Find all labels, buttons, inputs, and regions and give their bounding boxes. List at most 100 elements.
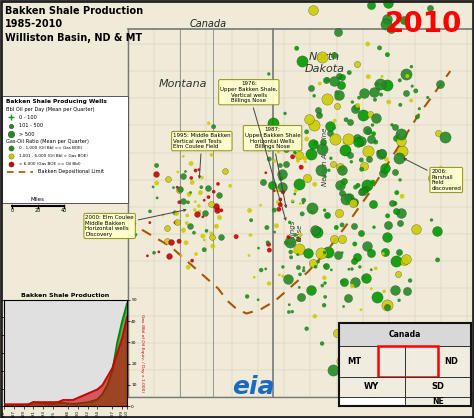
Point	[378, 73, 386, 80]
Point	[265, 71, 273, 77]
Point	[338, 236, 346, 243]
Point	[350, 223, 357, 229]
Point	[372, 115, 380, 122]
Point	[281, 110, 289, 117]
Point	[307, 287, 315, 294]
Point	[232, 233, 240, 240]
Bar	[405, 377, 471, 397]
Point	[393, 189, 401, 196]
Point	[331, 135, 339, 142]
Point	[295, 237, 302, 243]
Point	[279, 189, 287, 196]
Point	[414, 113, 421, 120]
Point	[175, 199, 183, 206]
Point	[295, 264, 302, 271]
Point	[408, 63, 415, 70]
Point	[217, 234, 225, 240]
Point	[391, 200, 399, 207]
Point	[293, 45, 301, 52]
Point	[407, 97, 415, 104]
Point	[356, 94, 363, 101]
Point	[227, 183, 234, 189]
Point	[180, 227, 187, 233]
Text: 20: 20	[35, 208, 41, 213]
Point	[268, 181, 276, 188]
Point	[394, 270, 402, 277]
Point	[173, 210, 181, 217]
Point	[388, 200, 396, 206]
Point	[214, 181, 222, 187]
Point	[309, 7, 317, 13]
Point	[153, 162, 160, 169]
Point	[205, 185, 212, 192]
Text: Canada: Canada	[190, 19, 227, 29]
Point	[335, 73, 343, 79]
Point	[351, 241, 358, 247]
Point	[186, 223, 193, 229]
Point	[367, 136, 374, 143]
Point	[427, 5, 434, 11]
Point	[436, 81, 444, 87]
Point	[345, 195, 353, 201]
Point	[369, 122, 376, 128]
Text: 1976:
Upper Bakken Shale,
Vertical wells
Billings Nose: 1976: Upper Bakken Shale, Vertical wells…	[220, 81, 286, 220]
Point	[299, 211, 306, 217]
Point	[340, 178, 347, 185]
Point	[325, 167, 333, 173]
Point	[371, 97, 379, 103]
Point	[428, 217, 435, 223]
Point	[215, 191, 223, 198]
Text: eia: eia	[232, 375, 275, 399]
Point	[404, 288, 411, 295]
Point	[271, 207, 278, 214]
Point	[330, 125, 338, 131]
Text: 2010: 2010	[385, 10, 462, 38]
Bar	[339, 323, 471, 346]
Point	[309, 209, 317, 216]
Point	[263, 224, 271, 231]
Point	[416, 105, 423, 112]
Point	[313, 229, 321, 235]
Point	[333, 224, 340, 231]
Point	[183, 220, 191, 227]
Point	[362, 186, 369, 192]
Point	[307, 85, 315, 92]
Point	[377, 151, 384, 158]
Point	[247, 217, 255, 224]
Point	[392, 135, 400, 141]
Point	[345, 266, 353, 273]
Point	[199, 214, 207, 220]
Text: 2000: Elm Coulee
Middle Bakken
Horizontal wells
Discovery: 2000: Elm Coulee Middle Bakken Horizonta…	[85, 209, 186, 237]
Point	[276, 171, 284, 177]
Point	[255, 245, 262, 252]
Point	[346, 119, 353, 126]
Point	[287, 254, 295, 261]
Point	[357, 189, 365, 196]
Point	[290, 248, 298, 255]
Point	[273, 222, 280, 229]
Text: Bakken Shale Producing Wells: Bakken Shale Producing Wells	[6, 99, 107, 104]
Point	[255, 296, 262, 303]
Point	[310, 92, 318, 99]
Point	[384, 221, 392, 228]
Point	[295, 181, 303, 187]
Point	[354, 102, 362, 109]
Point	[193, 211, 201, 218]
Point	[280, 135, 288, 142]
Point	[7, 161, 15, 168]
Point	[201, 197, 208, 204]
Point	[381, 288, 388, 295]
Text: 1987:
Upper Bakken Shale
Horizontal Wells
Billings Nose: 1987: Upper Bakken Shale Horizontal Well…	[245, 127, 301, 207]
Point	[286, 238, 293, 245]
Point	[320, 275, 328, 281]
Point	[338, 190, 346, 197]
Point	[132, 231, 139, 238]
Point	[301, 158, 309, 165]
Point	[284, 275, 292, 282]
Point	[358, 166, 365, 173]
Point	[7, 122, 15, 129]
Point	[314, 258, 322, 265]
Point	[153, 180, 161, 186]
Point	[375, 325, 383, 331]
Point	[369, 201, 376, 207]
